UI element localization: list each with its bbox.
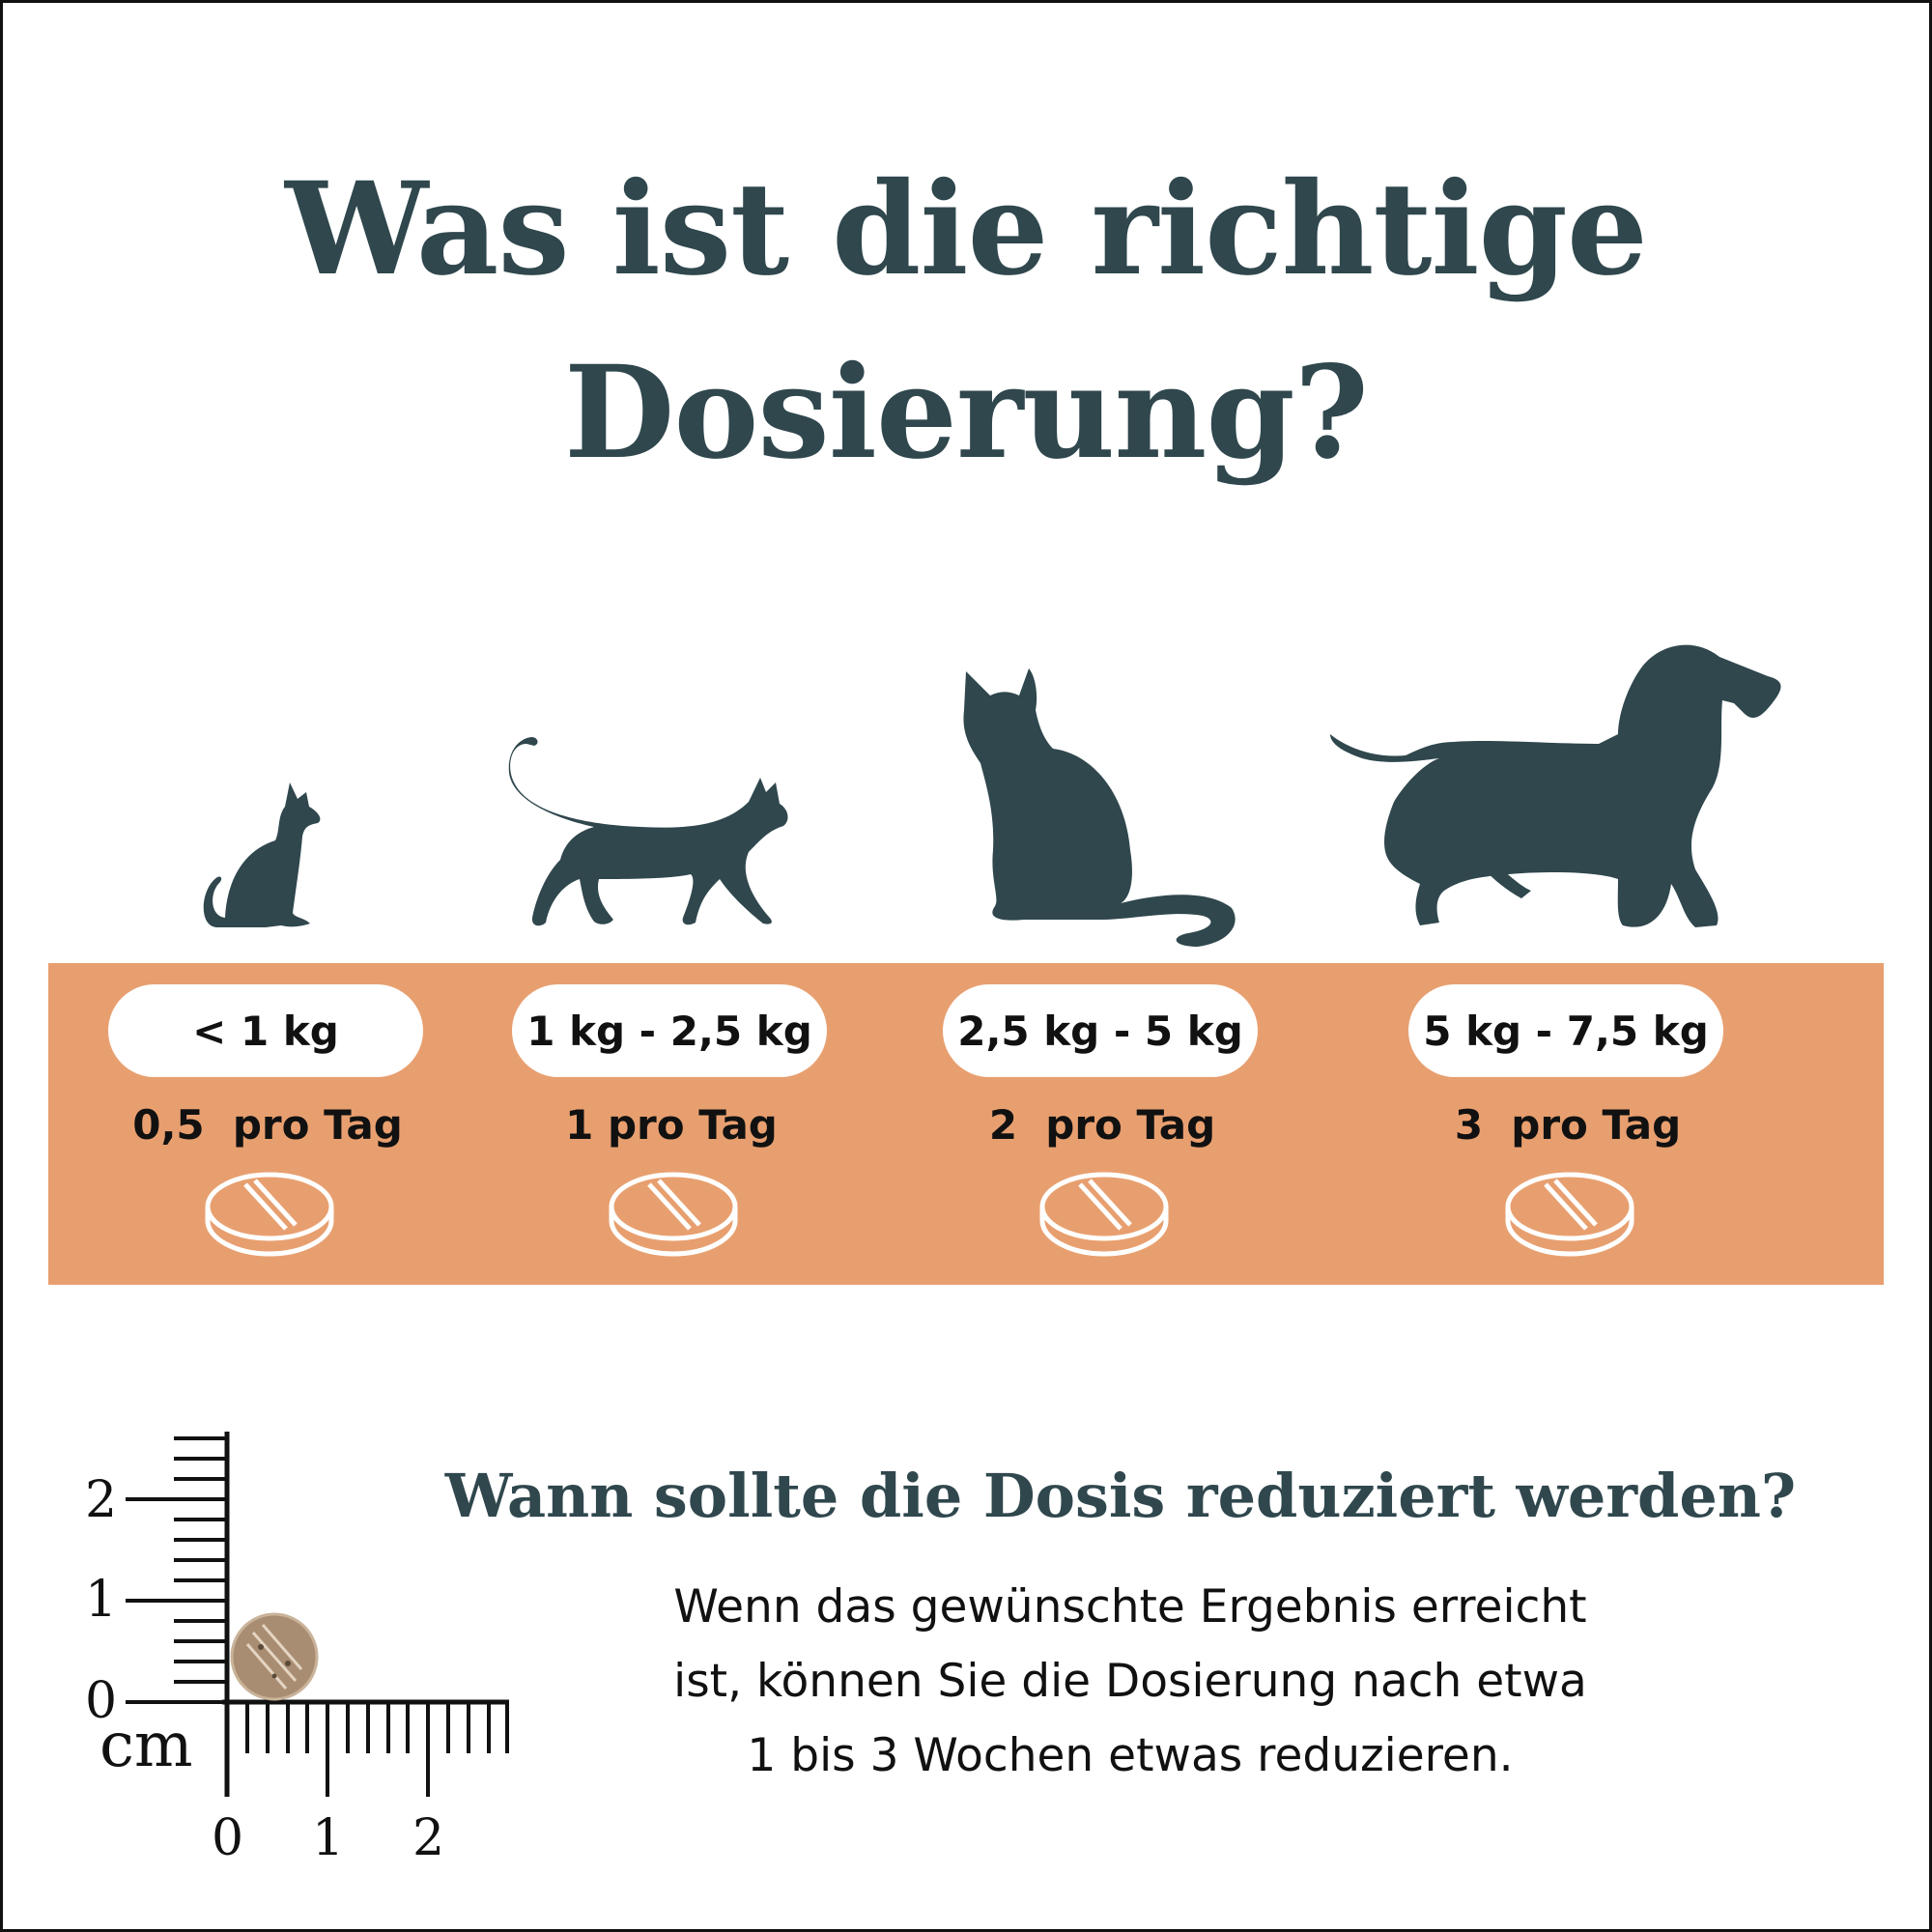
page-title-line-1: Was ist die richtige (285, 155, 1648, 304)
dose-label: 3 pro Tag (1454, 1101, 1682, 1149)
dosage-band: < 1 kg 0,5 pro Tag 1 kg - 2,5 kg 1 pro T… (48, 963, 1884, 1285)
tablet-icon (205, 1172, 334, 1257)
dachshund-icon (1330, 644, 1781, 927)
ruler-x-label: 2 (412, 1809, 444, 1864)
ruler-y-label: 2 (85, 1471, 117, 1529)
ruler-x-label: 0 (212, 1809, 243, 1864)
weight-pill: 2,5 kg - 5 kg (943, 984, 1258, 1077)
reduce-line: 1 bis 3 Wochen etwas reduzieren. (747, 1729, 1514, 1782)
dosage-column: 1 kg - 2,5 kg 1 pro Tag (512, 963, 831, 1285)
dosage-column: < 1 kg 0,5 pro Tag (108, 963, 427, 1285)
ruler-y-label: 1 (85, 1571, 117, 1629)
reduce-line: ist, können Sie die Dosierung nach etwa (673, 1655, 1587, 1708)
tablet-icon (1039, 1172, 1169, 1257)
ruler-unit: cm (99, 1710, 193, 1781)
dose-label: 1 pro Tag (565, 1101, 778, 1149)
dose-label: 0,5 pro Tag (132, 1101, 403, 1149)
weight-pill: < 1 kg (108, 984, 423, 1077)
weight-pill: 1 kg - 2,5 kg (512, 984, 827, 1077)
weight-pill: 5 kg - 7,5 kg (1408, 984, 1723, 1077)
tablet-icon (1505, 1172, 1634, 1257)
dose-label: 2 pro Tag (988, 1101, 1216, 1149)
tablet-icon (609, 1172, 738, 1257)
chew-tablet-icon (230, 1612, 319, 1701)
ruler-y-label: 0 (85, 1672, 117, 1730)
cat-walking-icon (508, 737, 788, 926)
reduce-heading: Wann sollte die Dosis reduziert werden? (444, 1461, 1797, 1531)
reduce-paragraph: Wenn das gewünschte Ergebnis erreicht is… (522, 1570, 1739, 1793)
kitten-sitting-icon (203, 782, 321, 927)
page-title-line-2: Dosierung? (563, 338, 1369, 488)
ruler-x-label: 1 (312, 1809, 344, 1864)
reduce-line: Wenn das gewünschte Ergebnis erreicht (673, 1580, 1587, 1634)
size-ruler: 2 1 0 cm 0 1 2 (85, 1432, 509, 1864)
dosage-column: 5 kg - 7,5 kg 3 pro Tag (1408, 963, 1727, 1285)
cat-sitting-icon (963, 668, 1236, 947)
dosage-column: 2,5 kg - 5 kg 2 pro Tag (943, 963, 1262, 1285)
